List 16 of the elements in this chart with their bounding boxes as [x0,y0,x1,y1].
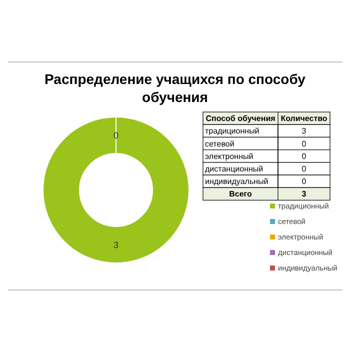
category-label: электронный [205,152,254,161]
slice-label: традиционный [205,126,260,136]
data-label: 3 [113,240,119,250]
text: 0 [302,177,306,186]
text: 0 [302,152,306,161]
text: 3 [302,126,307,136]
text: Всего [229,190,252,199]
text: 0 [302,164,306,174]
text: Способ обучения [206,114,276,124]
chart-title: Распределение учащихся по способу обучения [44,71,306,105]
category-label: дистанционный [205,164,264,174]
text: 3 [302,190,306,199]
text: 0 [302,139,306,148]
text: Количество [280,114,328,124]
category-label: сетевой [205,139,234,148]
category-label: индивидуальный [205,177,268,186]
